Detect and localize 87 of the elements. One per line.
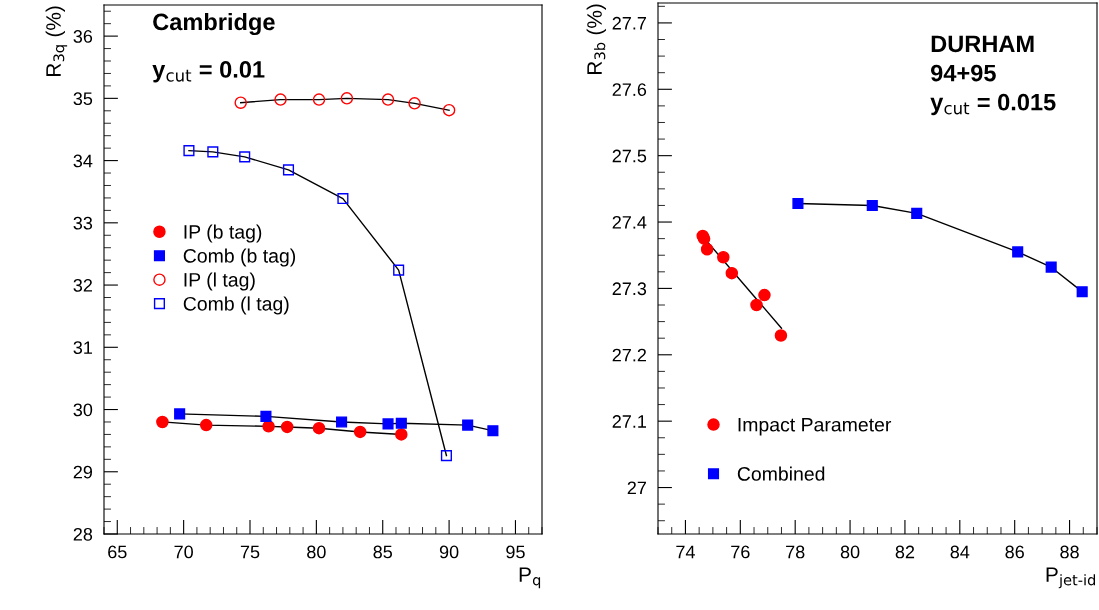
point — [1012, 246, 1024, 258]
y-tick-label: 28 — [73, 527, 93, 541]
point — [1045, 261, 1057, 273]
point — [340, 92, 354, 105]
point — [440, 450, 452, 462]
y-tick-label: 32 — [73, 278, 92, 292]
x-tick-label: 80 — [840, 545, 860, 559]
point — [381, 93, 395, 106]
point — [239, 151, 251, 163]
y-tick-label: 31 — [73, 341, 93, 355]
x-tick-label: 80 — [307, 545, 326, 559]
legend-label: Combined — [737, 466, 825, 481]
y-tick-label: 33 — [73, 216, 93, 230]
y-axis-title: R$_{3q}$ (%) — [45, 6, 68, 76]
point — [717, 250, 730, 264]
x-tick-label: 78 — [786, 545, 805, 559]
point — [462, 419, 474, 431]
y-tick-label: 27.6 — [612, 83, 647, 97]
x-axis-title: P$_{q}$ — [519, 567, 541, 589]
legend-label: Impact Parameter — [738, 417, 892, 436]
x-tick-label: 74 — [676, 545, 695, 559]
point — [408, 97, 421, 110]
point — [262, 420, 275, 433]
x-tick-label: 85 — [373, 545, 393, 559]
point — [183, 145, 195, 157]
annotation: y$_{cut}$ = 0.01 — [152, 61, 265, 83]
point — [207, 146, 219, 158]
point — [199, 418, 213, 432]
x-tick-label: 84 — [950, 545, 970, 559]
point — [353, 425, 367, 439]
legend-label: IP (b tag) — [184, 224, 262, 243]
y-tick-label: 27.3 — [612, 282, 647, 296]
annotation: Cambridge — [153, 12, 275, 36]
x-tick-label: 70 — [174, 545, 193, 559]
point — [234, 96, 247, 109]
point — [280, 420, 294, 434]
y-axis-title: R$_{3b}$ (%) — [586, 4, 607, 74]
y-tick-label: 27.5 — [612, 149, 647, 163]
point — [337, 192, 349, 205]
point — [700, 243, 714, 256]
point — [792, 197, 804, 210]
x-tick-label: 76 — [731, 545, 750, 559]
y-tick-label: 36 — [73, 30, 93, 43]
point — [336, 416, 348, 428]
annotation: DURHAM — [931, 35, 1034, 53]
point — [911, 207, 923, 219]
x-tick-label: 95 — [506, 545, 525, 559]
y-tick-label: 29 — [73, 465, 93, 479]
point — [156, 415, 169, 429]
point — [750, 298, 763, 312]
point — [393, 264, 405, 276]
legend-label: Comb (l tag) — [183, 296, 289, 315]
x-tick-label: 65 — [108, 545, 127, 559]
point — [725, 266, 739, 280]
y-tick-label: 30 — [73, 403, 93, 417]
annotation: y$_{cut}$ = 0.015 — [930, 93, 1056, 116]
point — [1076, 286, 1088, 298]
x-tick-label: 75 — [240, 545, 260, 559]
y-tick-label: 34 — [73, 154, 93, 168]
point — [866, 199, 878, 211]
point — [274, 93, 287, 106]
point — [260, 410, 272, 422]
point — [282, 164, 295, 176]
y-tick-label: 27.2 — [612, 348, 646, 362]
y-tick-label: 35 — [73, 92, 93, 106]
y-tick-label: 27.4 — [612, 215, 647, 229]
point — [395, 417, 407, 429]
point — [382, 418, 394, 430]
x-tick-label: 90 — [439, 545, 459, 559]
point — [774, 329, 788, 342]
x-axis-title: P$_{jet-id}$ — [1046, 567, 1095, 589]
y-tick-label: 27 — [627, 481, 646, 495]
point — [487, 425, 499, 437]
point — [312, 421, 326, 435]
y-tick-label: 27.1 — [612, 415, 647, 428]
point — [758, 288, 771, 302]
x-tick-label: 82 — [895, 545, 915, 559]
annotation: 94+95 — [931, 64, 996, 82]
point — [312, 93, 326, 106]
x-tick-label: 86 — [1005, 545, 1024, 559]
point — [395, 428, 408, 441]
point — [442, 103, 456, 117]
y-tick-label: 27.7 — [612, 16, 646, 30]
point — [174, 408, 186, 420]
legend-label: IP (l tag) — [184, 272, 255, 291]
legend-label: Comb (b tag) — [183, 248, 296, 267]
x-tick-label: 88 — [1060, 545, 1079, 559]
